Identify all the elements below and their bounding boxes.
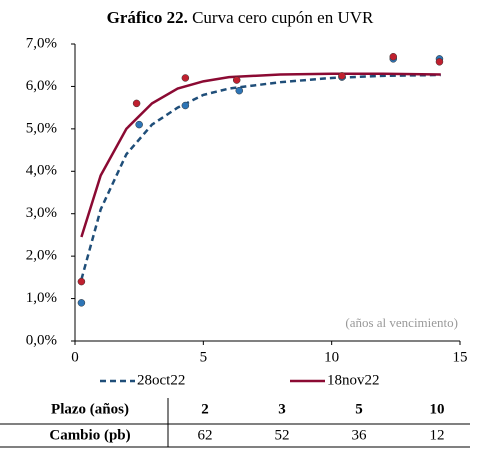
title-text: Curva cero cupón en UVR [188,8,374,27]
point [77,299,86,307]
y-tick-label: 4,0% [26,163,57,179]
y-tick-label: 5,0% [26,120,57,136]
point [132,99,141,108]
x-tick-label: 10 [324,349,339,365]
y-tick-label: 3,0% [26,205,57,221]
legend-label: 18nov22 [327,372,380,388]
y-tick-label: 2,0% [26,248,57,264]
table-header: 10 [430,401,445,417]
curve [80,73,441,280]
point [135,120,143,129]
point [338,72,346,80]
curve [80,72,441,238]
point [181,101,190,110]
x-tick-label: 0 [71,349,79,365]
point [77,277,86,286]
title-bold: Gráfico 22. [107,8,188,27]
table-cell: Cambio (pb) [49,427,130,443]
point [181,74,190,82]
y-tick-label: 6,0% [26,78,57,94]
point [235,86,244,95]
annotation: (años al vencimiento) [345,315,458,330]
table-header: Plazo (años) [51,401,129,417]
table-header: 5 [355,401,363,417]
table-cell: 36 [352,427,368,443]
y-tick-label: 7,0% [26,35,57,51]
x-tick-label: 5 [200,349,208,365]
point [435,58,444,66]
y-tick-label: 0,0% [26,332,57,348]
table-cell: 62 [198,427,213,443]
legend-label: 28oct22 [137,372,185,388]
point [389,52,398,61]
y-tick-label: 1,0% [26,290,57,306]
chart-title: Gráfico 22. Curva cero cupón en UVR [107,8,374,27]
table-cell: 52 [275,427,290,443]
table-header: 3 [278,401,286,417]
table-cell: 12 [430,427,445,443]
point [232,76,241,84]
x-tick-label: 15 [453,349,468,365]
table-header: 2 [201,401,209,417]
